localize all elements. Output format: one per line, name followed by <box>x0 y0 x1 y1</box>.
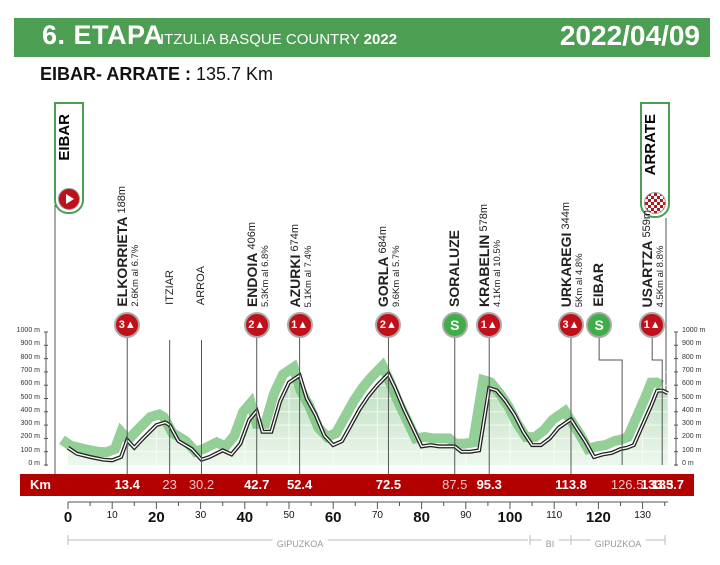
y-tick-label: 600 m <box>20 380 40 388</box>
km-mark: 133.3 <box>640 477 674 492</box>
x-tick-label: 130 <box>634 510 651 521</box>
y-tick-label: 500 m <box>20 393 40 401</box>
km-mark: 87.5 <box>442 477 468 492</box>
route-distance: 135.7 Km <box>196 64 274 84</box>
stage-date: 2022/04/09 <box>559 20 700 51</box>
y-tick-label: 1000 m <box>16 327 40 334</box>
y-tick-label: 800 m <box>682 353 702 361</box>
y-tick-label: 300 m <box>682 420 702 428</box>
x-tick-label: 120 <box>585 509 611 526</box>
km-mark: 135.7 <box>651 477 685 492</box>
x-tick-label: 70 <box>371 510 383 521</box>
y-tick-label: 0 m <box>28 460 40 467</box>
point-label-urkaregi: URKAREGI 344m 5Km al 4.8% <box>557 201 585 307</box>
climb-category-1-icon: 1▲ <box>639 312 666 338</box>
km-bar: Km 13.4 23 30.2 42.7 52.4 72.5 87.5 95.3 113.8 12… <box>20 474 694 496</box>
km-mark: 113.8 <box>555 477 587 492</box>
x-tick-label: 40 <box>236 509 254 526</box>
race-label: ITZULIA BASQUE COUNTRY <box>160 31 360 48</box>
point-label-elkorrieta: ELKORRIETA 188m 2.6Km al 6.7% <box>114 186 142 307</box>
finish-checkered-flag-icon <box>644 192 666 214</box>
y-tick-label: 900 m <box>682 340 702 348</box>
finish-marker: ARRATE <box>640 102 670 218</box>
km-mark: 42.7 <box>244 477 270 492</box>
x-tick-label: 110 <box>546 510 563 521</box>
race-name: ITZULIA BASQUE COUNTRY 2022 <box>160 31 397 48</box>
y-tick-label: 900 m <box>20 340 40 348</box>
x-tick-label: 60 <box>324 509 342 526</box>
point-label-itziar: ITZIAR <box>163 270 176 305</box>
climb-category-1-icon: 1▲ <box>286 312 313 338</box>
sprint-icon: S <box>441 312 468 338</box>
climb-category-2-icon: 2▲ <box>243 312 270 338</box>
y-tick-label: 200 m <box>682 433 702 441</box>
point-label-eibar: EIBAR <box>590 263 607 307</box>
km-mark: 126.5 <box>610 477 644 492</box>
climb-category-3-icon: 3▲ <box>114 312 141 338</box>
x-tick-label: 90 <box>460 510 472 521</box>
point-label-endoia: ENDOIA 406m 5.3Km al 6.8% <box>243 221 271 307</box>
y-tick-label: 300 m <box>20 420 40 428</box>
y-tick-label: 1000 m <box>682 327 706 334</box>
y-tick-label: 400 m <box>682 406 702 414</box>
y-tick-label: 100 m <box>20 446 40 454</box>
x-tick-label: 30 <box>195 510 207 521</box>
km-mark: 52.4 <box>286 477 313 492</box>
point-label-arroa: ARROA <box>195 265 208 305</box>
point-label-gorla: GORLA 684m 9.6Km al 5.7% <box>375 225 403 307</box>
y-tick-label: 200 m <box>20 433 40 441</box>
race-year: 2022 <box>363 31 398 48</box>
y-tick-label: 800 m <box>20 353 40 361</box>
region-gipuzkoa-2: GIPUZKOA <box>590 539 646 549</box>
km-bar-label: Km <box>30 477 51 492</box>
region-gipuzkoa-1: GIPUZKOA <box>272 539 328 549</box>
point-label-soraluze: SORALUZE <box>445 230 462 307</box>
climb-category-2-icon: 2▲ <box>375 312 402 338</box>
x-tick-label: 20 <box>148 509 165 526</box>
km-mark: 23 <box>162 477 177 492</box>
region-bizkaia: BI <box>541 539 559 549</box>
km-mark: 72.5 <box>375 477 402 492</box>
route-separator: : <box>180 64 196 84</box>
start-play-icon <box>58 188 80 210</box>
y-tick-label: 400 m <box>20 406 40 414</box>
start-marker: EIBAR <box>54 102 84 214</box>
y-tick-label: 0 m <box>682 460 694 467</box>
route-name: EIBAR- ARRATE <box>40 64 180 84</box>
point-label-krabelin: KRABELIN 578m 4.1Km al 10.5% <box>476 204 504 307</box>
x-tick-label: 80 <box>413 509 430 526</box>
stage-number: 6. ETAPA <box>42 20 164 50</box>
stage-header: 6. ETAPA ITZULIA BASQUE COUNTRY 2022 202… <box>14 18 710 57</box>
km-mark: 95.3 <box>476 477 502 492</box>
km-mark: 30.2 <box>188 477 215 492</box>
y-tick-label: 500 m <box>682 393 702 401</box>
x-tick-label: 0 <box>63 509 73 526</box>
sprint-icon: S <box>586 312 613 338</box>
x-tick-label: 100 <box>497 509 523 526</box>
x-tick-label: 50 <box>283 510 295 521</box>
route-title: EIBAR- ARRATE : 135.7 Km <box>40 64 273 85</box>
climb-category-1-icon: 1▲ <box>476 312 503 338</box>
climb-category-3-icon: 3▲ <box>557 312 584 338</box>
y-tick-label: 100 m <box>682 446 702 454</box>
y-tick-label: 600 m <box>682 380 702 388</box>
y-tick-label: 700 m <box>682 366 702 374</box>
x-tick-label: 10 <box>106 510 118 521</box>
point-label-azurki: AZURKI 674m 5.1Km al 7.4% <box>286 223 314 307</box>
km-mark: 13.4 <box>114 477 140 492</box>
point-label-usartza: USARTZA 559m 4.5Km al 8.8% <box>639 209 667 307</box>
y-tick-label: 700 m <box>20 366 40 374</box>
